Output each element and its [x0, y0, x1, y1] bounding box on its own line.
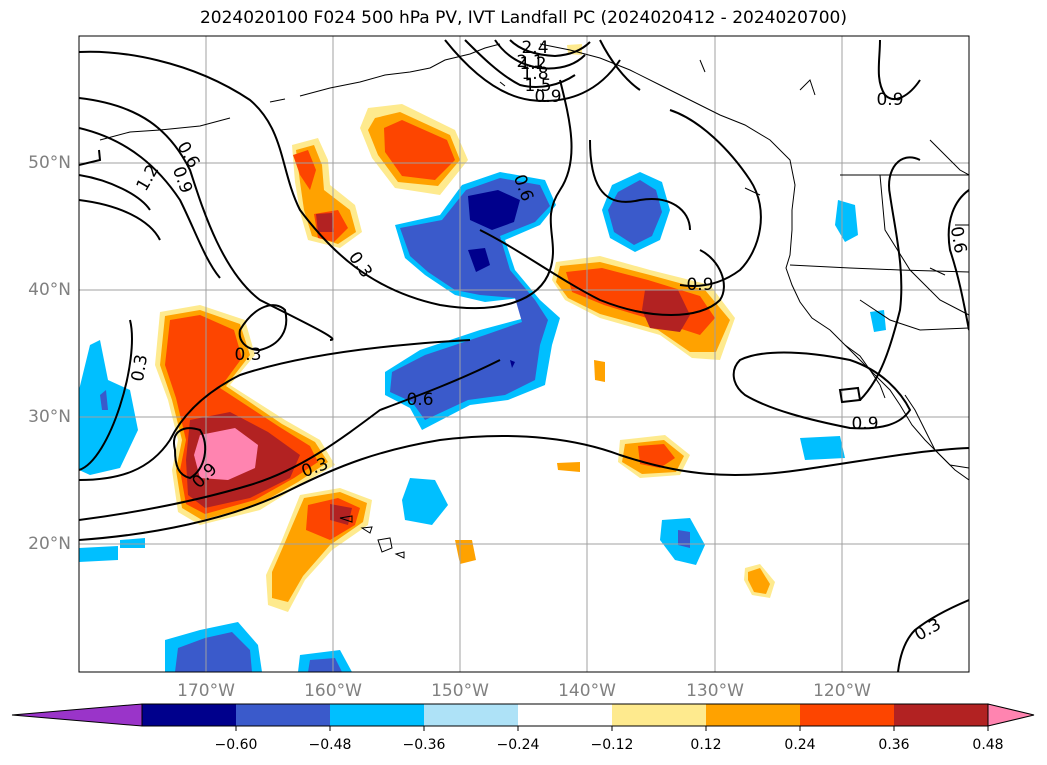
colorbar-extend-low	[11, 703, 143, 727]
contour-label: 0.6	[946, 225, 970, 255]
contour-label: 0.9	[686, 275, 713, 295]
colorbar-cell	[612, 704, 707, 726]
contour-label: 0.6	[406, 390, 433, 410]
colorbar-tick-label: −0.12	[590, 737, 634, 753]
lon-label: 170°W	[177, 681, 235, 701]
lat-label: 30°N	[28, 407, 71, 427]
contour-label: 0.3	[128, 353, 152, 383]
colorbar-cell	[800, 704, 895, 726]
lon-label: 130°W	[686, 681, 744, 701]
colorbar	[11, 703, 1035, 731]
contour-label: 1.2	[519, 54, 546, 74]
contour-label: 1.8	[521, 64, 548, 84]
lon-label: 140°W	[558, 681, 616, 701]
coastlines	[99, 43, 969, 481]
colorbar-cell	[236, 704, 331, 726]
map-title: 2024020100 F024 500 hPa PV, IVT Landfall…	[199, 8, 847, 28]
colorbar-cell	[424, 704, 519, 726]
contour-label: 0.9	[876, 90, 903, 110]
contour-label: 0.3	[234, 345, 261, 365]
colorbar-cell	[142, 704, 237, 726]
contour-label: 0.3	[524, 10, 551, 30]
colorbar-tick-label: −0.36	[402, 737, 446, 753]
lat-label: 40°N	[28, 280, 71, 300]
map-panel: 2.42.11.81.51.20.90.60.31.2 0.90.60.60.90…	[79, 10, 970, 672]
lon-label: 150°W	[431, 681, 489, 701]
colorbar-tick-label: −0.24	[496, 737, 540, 753]
colorbar-cell	[894, 704, 989, 726]
colorbar-extend-high	[987, 703, 1035, 727]
contour-labels: 2.42.11.81.51.20.90.60.31.2 0.90.60.60.90…	[128, 10, 970, 645]
colorbar-tick-label: −0.48	[308, 737, 352, 753]
lon-label: 120°W	[813, 681, 871, 701]
contours	[79, 39, 969, 672]
contour-label: 2.1	[516, 52, 543, 72]
colorbar-tick-label: 0.36	[878, 737, 910, 753]
colorbar-cell	[330, 704, 425, 726]
contour-label: 0.9	[851, 414, 878, 434]
hawaii-islands	[339, 515, 405, 559]
contour-label: 0.9	[534, 87, 561, 107]
contour-label: 1.5	[524, 76, 551, 96]
contour-label: 0.6	[542, 10, 569, 30]
colorbar-cell	[518, 704, 613, 726]
colorbar-tick-label: 0.24	[784, 737, 816, 753]
map-frame	[78, 35, 970, 673]
lat-label: 50°N	[28, 153, 71, 173]
contour-label: 2.4	[521, 38, 548, 58]
colorbar-tick-label: 0.12	[690, 737, 722, 753]
colorbar-tick-label: 0.48	[972, 737, 1004, 753]
lon-label: 160°W	[304, 681, 362, 701]
colorbar-tick-label: −0.60	[214, 737, 258, 753]
lat-label: 20°N	[28, 534, 71, 554]
colorbar-cell	[706, 704, 801, 726]
